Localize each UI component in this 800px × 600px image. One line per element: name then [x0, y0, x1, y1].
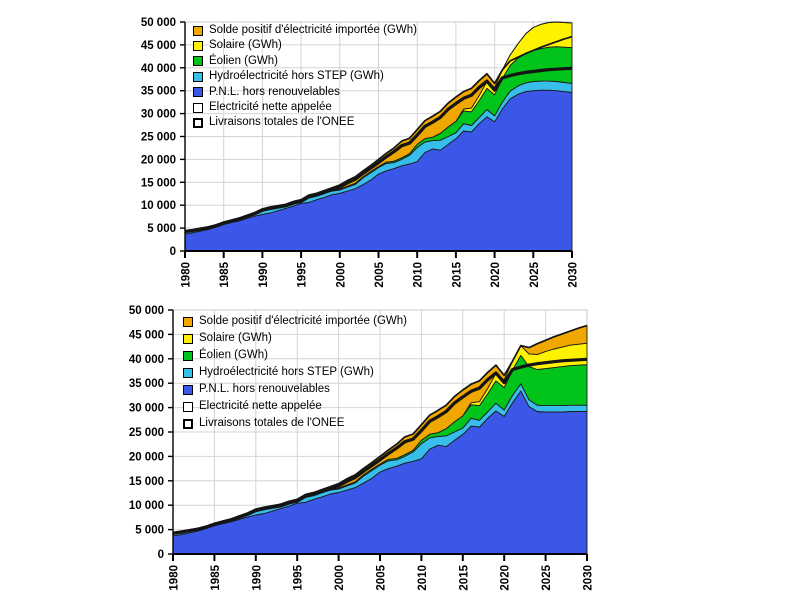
legend-item: Hydroélectricité hors STEP (GWh) — [183, 364, 407, 381]
svg-text:15 000: 15 000 — [129, 476, 164, 488]
legend-item: Electricité nette appelée — [183, 398, 407, 415]
legend-item: Solde positif d'électricité importée (GW… — [193, 23, 417, 38]
svg-text:2000: 2000 — [334, 565, 346, 591]
svg-text:5 000: 5 000 — [147, 223, 176, 235]
svg-text:2005: 2005 — [374, 261, 386, 287]
legend-label: Éolien (GWh) — [199, 348, 269, 361]
svg-text:1980: 1980 — [181, 262, 193, 288]
svg-text:2010: 2010 — [413, 262, 425, 288]
svg-text:50 000: 50 000 — [141, 17, 176, 29]
legend-label: Hydroélectricité hors STEP (GWh) — [209, 70, 384, 83]
svg-text:2000: 2000 — [335, 262, 347, 288]
svg-text:45 000: 45 000 — [141, 40, 176, 52]
svg-text:1990: 1990 — [258, 262, 270, 288]
svg-text:1985: 1985 — [219, 261, 231, 287]
legend-item: Éolien (GWh) — [183, 347, 407, 364]
legend-label: P.N.L. hors renouvelables — [199, 382, 330, 395]
legend-item: P.N.L. hors renouvelables — [193, 85, 417, 100]
legend-label: Solde positif d'électricité importée (GW… — [209, 23, 417, 36]
stacked-area-chart-bottom: 0 5 000 10 000 15 000 20 000 25 000 30 000 35 0… — [129, 305, 595, 591]
legend-top-chart: Solde positif d'électricité importée (GW… — [193, 23, 417, 131]
legend-item: Éolien (GWh) — [193, 54, 417, 69]
legend-label: Hydroélectricité hors STEP (GWh) — [199, 365, 374, 378]
legend-label: Solaire (GWh) — [199, 331, 272, 344]
svg-text:25 000: 25 000 — [141, 132, 176, 144]
svg-text:35 000: 35 000 — [141, 86, 176, 98]
svg-text:2030: 2030 — [568, 262, 580, 288]
legend-label: Solde positif d'électricité importée (GW… — [199, 314, 407, 327]
svg-text:50 000: 50 000 — [129, 305, 164, 317]
svg-text:5 000: 5 000 — [135, 525, 164, 537]
svg-text:2030: 2030 — [583, 565, 595, 591]
svg-text:1990: 1990 — [251, 565, 263, 591]
legend-label: Éolien (GWh) — [209, 54, 279, 67]
legend-item: P.N.L. hors renouvelables — [183, 381, 407, 398]
legend-label: Electricité nette appelée — [199, 399, 322, 412]
legend-item: Livraisons totales de l'ONEE — [193, 115, 417, 130]
legend-item: Livraisons totales de l'ONEE — [183, 415, 407, 432]
legend-label: Solaire (GWh) — [209, 39, 282, 52]
svg-text:40 000: 40 000 — [129, 354, 164, 366]
legend-label: Livraisons totales de l'ONEE — [199, 416, 345, 429]
svg-text:40 000: 40 000 — [141, 63, 176, 75]
svg-text:2020: 2020 — [490, 262, 502, 288]
svg-text:1995: 1995 — [297, 261, 309, 287]
svg-text:20 000: 20 000 — [141, 154, 176, 166]
solar-swatch-icon — [193, 41, 203, 52]
svg-text:2020: 2020 — [500, 565, 512, 591]
legend-item: Solaire (GWh) — [183, 330, 407, 347]
hydro-swatch-icon — [193, 71, 203, 82]
svg-text:45 000: 45 000 — [129, 329, 164, 341]
legend-item: Hydroélectricité hors STEP (GWh) — [193, 69, 417, 84]
svg-text:15 000: 15 000 — [141, 177, 176, 189]
svg-text:2025: 2025 — [529, 261, 541, 287]
imports-swatch-icon — [183, 316, 193, 327]
stacked-area-chart-top: 0 5 000 10 000 15 000 20 000 25 000 30 000 35 0… — [141, 17, 580, 288]
thick-line-swatch-icon — [193, 118, 203, 129]
pnl-swatch-icon — [193, 87, 203, 98]
svg-text:20 000: 20 000 — [129, 451, 164, 463]
solar-swatch-icon — [183, 333, 193, 344]
svg-text:2015: 2015 — [451, 261, 463, 287]
svg-text:10 000: 10 000 — [141, 200, 176, 212]
hydro-swatch-icon — [183, 367, 193, 378]
svg-text:35 000: 35 000 — [129, 378, 164, 390]
legend-label: P.N.L. hors renouvelables — [209, 85, 340, 98]
svg-text:1995: 1995 — [293, 564, 305, 590]
legend-item: Solaire (GWh) — [193, 38, 417, 53]
svg-text:30 000: 30 000 — [129, 403, 164, 415]
svg-text:2005: 2005 — [376, 564, 388, 590]
wind-swatch-icon — [193, 56, 203, 67]
svg-text:30 000: 30 000 — [141, 109, 176, 121]
legend-item: Electricité nette appelée — [193, 100, 417, 115]
pnl-swatch-icon — [183, 384, 193, 395]
legend-item: Solde positif d'électricité importée (GW… — [183, 313, 407, 330]
svg-text:1985: 1985 — [210, 564, 222, 590]
svg-text:2010: 2010 — [417, 565, 429, 591]
imports-swatch-icon — [193, 25, 203, 36]
svg-text:2025: 2025 — [541, 564, 553, 590]
thin-line-swatch-icon — [183, 401, 193, 412]
svg-text:2015: 2015 — [458, 564, 470, 590]
legend-bottom-chart: Solde positif d'électricité importée (GW… — [183, 313, 407, 432]
svg-text:25 000: 25 000 — [129, 427, 164, 439]
thick-line-swatch-icon — [183, 418, 193, 429]
wind-swatch-icon — [183, 350, 193, 361]
svg-text:0: 0 — [158, 549, 164, 561]
legend-label: Livraisons totales de l'ONEE — [209, 116, 355, 129]
svg-text:10 000: 10 000 — [129, 500, 164, 512]
svg-text:1980: 1980 — [169, 565, 181, 591]
legend-label: Electricité nette appelée — [209, 100, 332, 113]
svg-text:0: 0 — [170, 246, 176, 258]
thin-line-swatch-icon — [193, 102, 203, 113]
